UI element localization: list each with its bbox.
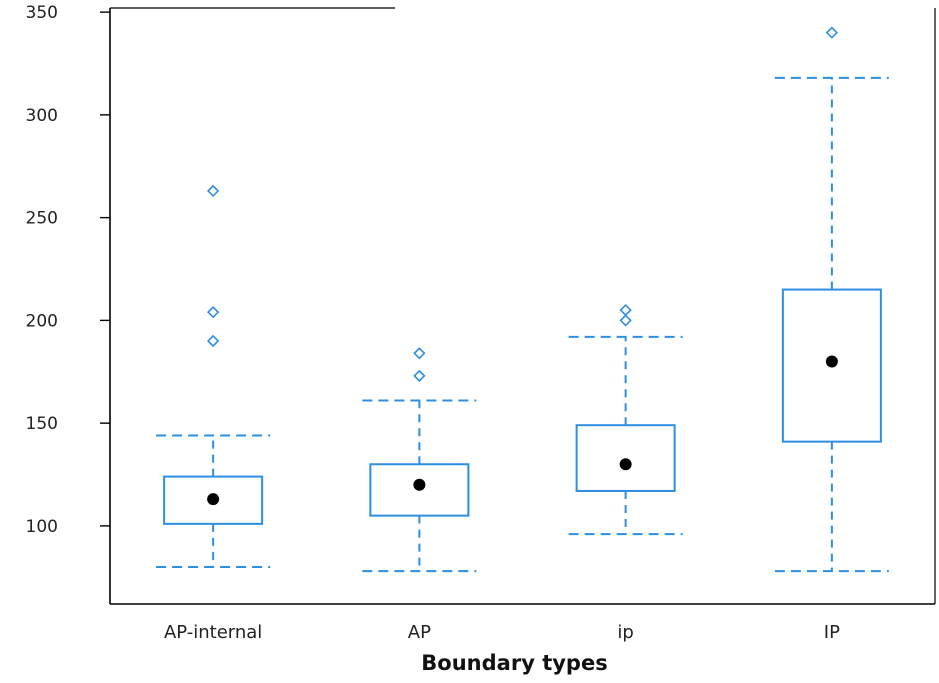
y-tick-label: 100 (26, 517, 58, 537)
x-axis-title: Boundary types (421, 651, 607, 675)
outlier-point (413, 369, 426, 383)
y-tick-label: 300 (26, 106, 58, 126)
y-axis-ticks: 100 150 200 250 300 350 (26, 3, 110, 537)
outlier-point (619, 314, 632, 327)
y-tick-label: 250 (26, 209, 58, 229)
box-group (568, 303, 683, 536)
box-series (156, 26, 889, 573)
mean-marker (825, 355, 838, 368)
x-category-label: AP-internal (164, 622, 262, 643)
box-group (774, 26, 889, 573)
x-category-label: AP (408, 622, 431, 643)
iqr-box (575, 424, 676, 492)
mean-marker (207, 493, 220, 506)
outlier-point (413, 347, 426, 360)
x-axis-category-labels: AP-internal AP ip IP (164, 622, 840, 643)
mean-marker (619, 458, 632, 471)
x-category-label: ip (617, 622, 633, 643)
outlier-point (206, 184, 220, 198)
outlier-point (619, 303, 632, 317)
box-group (156, 184, 271, 569)
y-tick-label: 200 (26, 311, 58, 331)
axes (109, 7, 936, 605)
outlier-point (825, 26, 839, 39)
y-tick-label: 150 (26, 414, 58, 434)
mean-marker (413, 478, 426, 491)
y-tick-label: 350 (26, 3, 58, 23)
outlier-point (206, 334, 220, 348)
box-group (362, 347, 477, 573)
x-category-label: IP (824, 622, 840, 643)
outlier-point (206, 306, 220, 319)
